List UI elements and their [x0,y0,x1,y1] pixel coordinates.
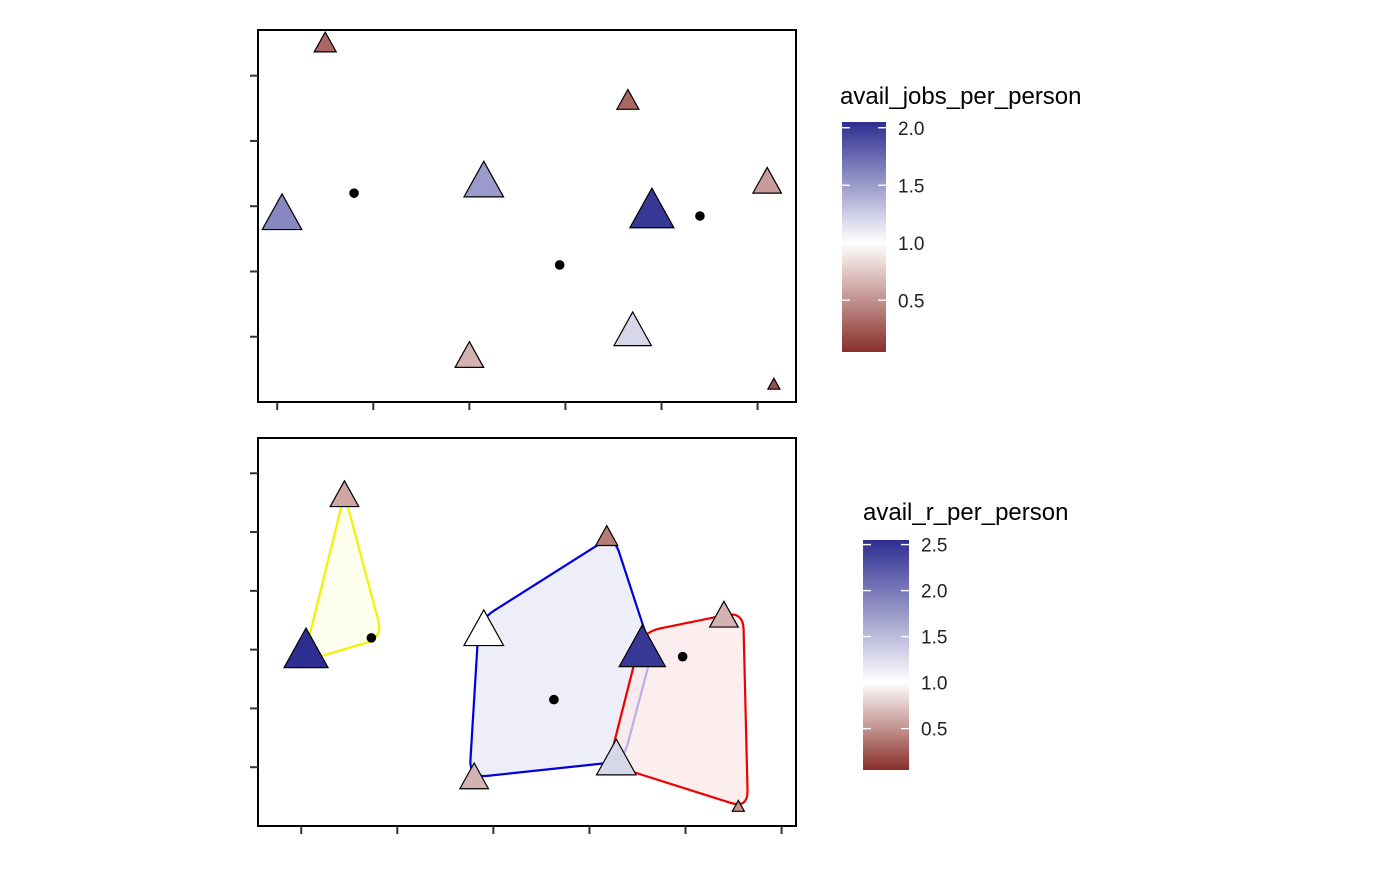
bottom-legend-ticks: 2.5 2.0 1.5 1.0 0.5 [863,536,947,741]
bot-legend-tick-label-0: 2.5 [921,536,947,557]
bot-facility-triangle-5 [708,600,740,628]
top-facility-triangle-7 [612,310,653,347]
top-y-axis-ticks [250,74,258,338]
top-legend-tick-label-3: 0.5 [898,291,924,312]
top-facility-triangle-3 [261,192,303,231]
bot-facility-triangle-6 [458,761,490,790]
top-location-point-2 [695,211,705,221]
bottom-legend-title: avail_r_per_person [863,499,1068,526]
bottom-x-axis-ticks [300,826,783,834]
bot-facility-triangle-7 [595,738,638,776]
bot-legend-tick-label-2: 1.5 [921,628,947,649]
bot-facility-triangle-3 [462,608,505,647]
bot-facility-triangle-4 [618,623,667,668]
top-facility-triangle-2 [751,166,783,194]
bot-facility-triangle-8 [731,799,746,812]
bot-legend-tick-label-1: 2.0 [921,582,947,603]
bot-location-point-2 [677,651,688,662]
top-facility-triangle-6 [454,340,485,369]
top-legend-tick-label-0: 2.0 [898,119,924,140]
bot-facility-triangle-1 [594,524,619,547]
top-facility-triangle-5 [628,186,675,229]
top-facility-triangle-0 [313,30,338,53]
top-legend-ticks: 2.0 1.5 1.0 0.5 [842,119,924,312]
top-panel [250,29,797,410]
bottom-legend-colorbar [863,540,909,770]
top-legend-title: avail_jobs_per_person [840,83,1082,110]
top-facility-triangle-1 [615,88,640,110]
bot-legend-tick-label-3: 1.0 [921,674,947,695]
bot-facility-triangle-2 [283,626,330,669]
bot-facility-triangle-0 [329,479,360,508]
bot-legend-tick-label-4: 0.5 [921,720,947,741]
top-marks [261,30,783,390]
top-legend-colorbar [842,122,886,352]
top-location-point-1 [554,260,565,270]
bottom-marks [283,479,746,812]
bottom-panel [250,437,797,834]
top-facility-triangle-8 [766,377,781,390]
bottom-y-axis-ticks [250,472,258,769]
top-panel-frame [257,29,797,403]
top-legend: avail_jobs_per_person 2.0 1.5 1.0 0.5 [840,83,1082,352]
top-location-point-0 [349,188,359,198]
bottom-legend: avail_r_per_person 2.5 2.0 1.5 1.0 0.5 [863,499,1068,770]
top-x-axis-ticks [276,402,759,410]
bot-location-point-1 [549,694,559,705]
bot-location-point-0 [366,633,377,643]
top-legend-tick-label-2: 1.0 [898,234,924,255]
top-facility-triangle-4 [462,160,505,198]
top-legend-tick-label-1: 1.5 [898,176,924,197]
